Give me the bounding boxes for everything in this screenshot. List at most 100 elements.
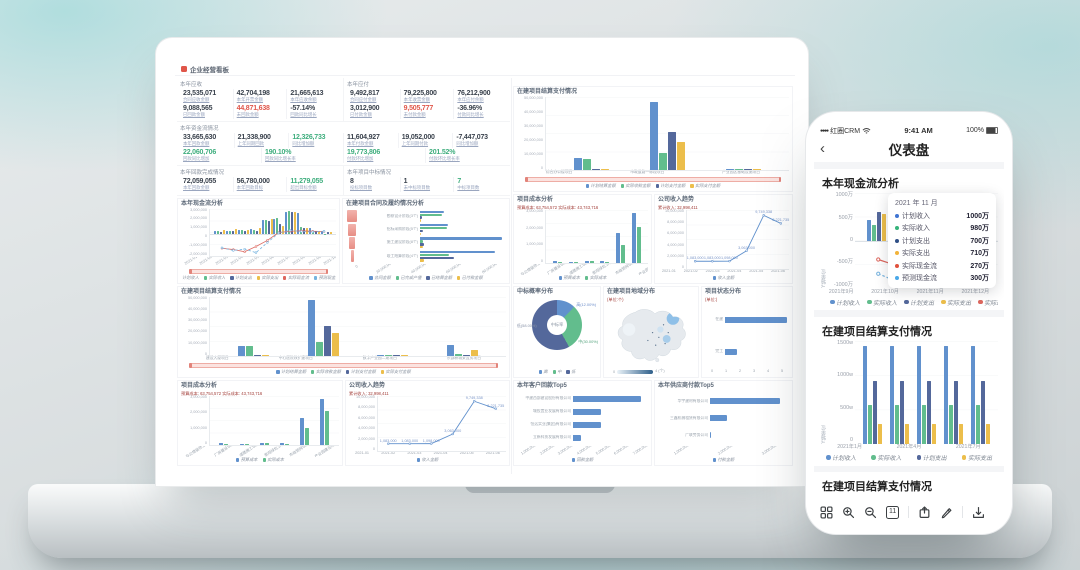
- kpi-row: 3,012,900 已付款金额 9,505,777 未付款金额 -36.96% 付款同比增…: [347, 104, 507, 119]
- kpi-cell: 72,059,055 本年回款金额: [180, 177, 233, 192]
- kpi-cell: 3,012,900 已付款金额: [347, 104, 400, 119]
- chart-legend: 计划结算金额 实际收款金额 计划支付金额 实际支付金额: [181, 369, 506, 375]
- x-tick: 2021年4月: [896, 444, 922, 451]
- tooltip-row: 实际收入 980万: [895, 223, 989, 233]
- supplier-top5-chart[interactable]: 本年供应商付款Top5 华宇建材有限公司 三鑫机械租赁有限公司 广联劳务公司 1,000…: [654, 380, 793, 466]
- kpi-value: 8: [350, 178, 354, 185]
- tooltip-series-name: 实际支出: [902, 250, 930, 258]
- legend-dot: [346, 370, 350, 374]
- kpi-value: 1: [403, 178, 408, 185]
- bar: [244, 443, 249, 445]
- laptop-notch: [465, 484, 615, 493]
- kpi-section-title: 本年资金流情况: [180, 126, 219, 132]
- zoom-in-icon[interactable]: [842, 506, 855, 519]
- kpi-section-title: 本年应付: [347, 82, 370, 88]
- bar: [573, 157, 582, 170]
- bar-group: [239, 396, 249, 445]
- bar: [871, 224, 876, 241]
- bar: [238, 345, 246, 356]
- legend-dot: [830, 299, 835, 305]
- kpi-value: 9,088,565: [183, 105, 213, 112]
- grid-icon[interactable]: [820, 506, 833, 519]
- kpi-cell: 12,326,733 同比增加额: [288, 133, 343, 148]
- legend-label: 计划结算金额: [281, 369, 307, 374]
- project-settlement-wide-chart[interactable]: 在建项目结算支付情况 50,000,000 40,000,000 30,000,000…: [177, 286, 510, 378]
- point-label: 3,063,000: [444, 428, 462, 433]
- chart-tooltip: 2021 年 11 月 计划收入 1000万 实际收入 980万 计划支出 700万 实际支…: [888, 193, 996, 289]
- phone-cashflow-chart[interactable]: 2021 年 11 月 计划收入 1000万 实际收入 980万 计划支出 700万 实际支…: [820, 192, 998, 307]
- hbar-label: 城投置业发展有限公司: [533, 409, 571, 414]
- axis-tick: -1000万: [833, 281, 853, 288]
- kpi-cell: -36.96% 付款同比增长: [453, 104, 507, 119]
- legend-item: 实际收入: [871, 453, 901, 462]
- chart-title: 项目状态分布: [705, 289, 742, 295]
- zoom-out-icon[interactable]: [864, 506, 877, 519]
- back-button[interactable]: ‹: [820, 140, 825, 158]
- x-axis-labels: 建设大厦项目 中心医院改扩建项目 数字产业园二期项目 东部新城安置房项目: [181, 356, 506, 362]
- x-tick: 1,000,000: [520, 446, 537, 456]
- hbar-row: 华宇建材有限公司: [660, 398, 787, 405]
- bar: [385, 355, 393, 356]
- project-settlement-top-chart[interactable]: 在建项目结算支付情况 50,000,000 40,000,000 30,000,000…: [513, 86, 793, 192]
- funnel-stage: [347, 210, 357, 223]
- chart-title: 在建项目地域分布: [607, 289, 656, 295]
- phone-settlement-chart[interactable]: Y轴单位 1500w 1000w 500w 0 2021年1月 2021年4月 2021年7月…: [820, 340, 998, 463]
- legend-item: 已结算金额: [426, 275, 452, 281]
- bar: [329, 232, 332, 235]
- legend-item: 预算成本: [236, 457, 258, 463]
- legend-label: 计划支出: [235, 275, 252, 280]
- legend-item: 计划结算金额: [585, 183, 616, 189]
- legend-dot: [457, 276, 461, 280]
- legend-label: 实际支出: [261, 275, 279, 280]
- bar: [240, 229, 243, 235]
- project-status-chart[interactable]: 项目状态分布 (单位:) 在建 完工 0 1 2 3 4 5: [701, 286, 793, 378]
- hbar-label: 立新科技发展有限公司: [533, 435, 571, 440]
- bar: [420, 253, 450, 257]
- download-icon[interactable]: [972, 506, 985, 519]
- legend-dot: [620, 184, 624, 188]
- hbar-row: 在建: [707, 316, 787, 323]
- project-contract-funnel-chart[interactable]: 在建项目合同及履约情况分析 勘察设计阶段(3个) 招标采购阶段(5个) 施工建设阶段(…: [342, 198, 510, 284]
- legend-dot: [566, 370, 570, 374]
- win-probability-donut-chart[interactable]: 中标概率分布 中标率 高(12.00%) 中(30.00%) 低(58.00%) 高 中 低: [513, 286, 601, 378]
- kpi-row: 9,492,817 合同应付金额 79,225,800 本年收票金额 76,212,90…: [347, 89, 507, 104]
- hbar-label: 在建: [715, 317, 723, 322]
- legend-label: 实际现金流: [984, 300, 998, 307]
- revenue-trend-chart-mid[interactable]: 公司收入趋势 累计收入: 32,998,411 10,000,000 8,000,00…: [654, 194, 793, 284]
- point-label: 1,098,000: [720, 256, 738, 261]
- project-cost-chart-mid[interactable]: 项目成本分析 预算成本: 63,754,572 实际成本: 43,743,716 3…: [513, 194, 652, 284]
- y-axis: 10,000,000 8,000,000 6,000,000 4,000,000 2,0…: [349, 395, 377, 452]
- bar: [307, 300, 315, 356]
- laptop-screen: 企业经营看板 本年应收 23,535,071 合同应收金额 42,704,198 本年开…: [156, 38, 808, 486]
- plot-area: [209, 296, 506, 357]
- page-indicator[interactable]: 11: [886, 505, 900, 519]
- donut-center-label: 中标率: [547, 314, 567, 335]
- bar: [270, 218, 273, 235]
- kpi-cell: 11,604,927 本年付款金额: [343, 133, 398, 148]
- region-distribution-map-chart[interactable]: 在建项目地域分布 (单位:个) 0 4 (个): [603, 286, 699, 378]
- x-tick: 60,000,000: [445, 264, 464, 275]
- x-tick: 市政道路一标段项目: [630, 170, 665, 174]
- axis-tick: 50,000,000: [187, 295, 207, 300]
- kpi-value: 33,665,630: [183, 134, 217, 141]
- hbar-row: 三鑫机械租赁有限公司: [660, 415, 787, 422]
- share-icon[interactable]: [918, 506, 931, 519]
- x-tick: 办公楼装修工程: [185, 446, 210, 457]
- bar: [305, 428, 310, 445]
- bar: [649, 101, 658, 170]
- project-cost-chart-bottom[interactable]: 项目成本分析 预算成本: 63,754,572 实际成本: 43,743,716 3…: [177, 380, 343, 466]
- x-tick: 4,000,000: [576, 446, 593, 456]
- revenue-trend-chart-bottom[interactable]: 公司收入趋势 累计收入: 32,998,411 10,000,000 8,000,00…: [345, 380, 510, 466]
- bar-group: [600, 210, 610, 263]
- legend-dot: [826, 455, 831, 460]
- x-axis-labels: 办公楼装修工程 厂房建设项目 道路施工项目 景观绿化工程 市政管网项目 产业园建设项目: [517, 264, 648, 275]
- edit-pencil-icon[interactable]: [940, 506, 953, 519]
- legend-dot: [867, 299, 872, 305]
- legend-dot: [203, 276, 208, 280]
- kpi-label: 本年回款金额: [183, 185, 210, 190]
- cashflow-analysis-chart[interactable]: 本年现金流分析 3,000,000 2,000,000 1,000,000 0 -1,00…: [177, 198, 340, 284]
- axis-tick: 40,000,000: [187, 306, 207, 311]
- bar: [276, 218, 279, 235]
- customer-top5-chart[interactable]: 本年客户回款Top5 中建西部建设股份有限公司 城投置业发展有限公司 恒远实业(集团)…: [513, 380, 652, 466]
- bar: [632, 212, 637, 263]
